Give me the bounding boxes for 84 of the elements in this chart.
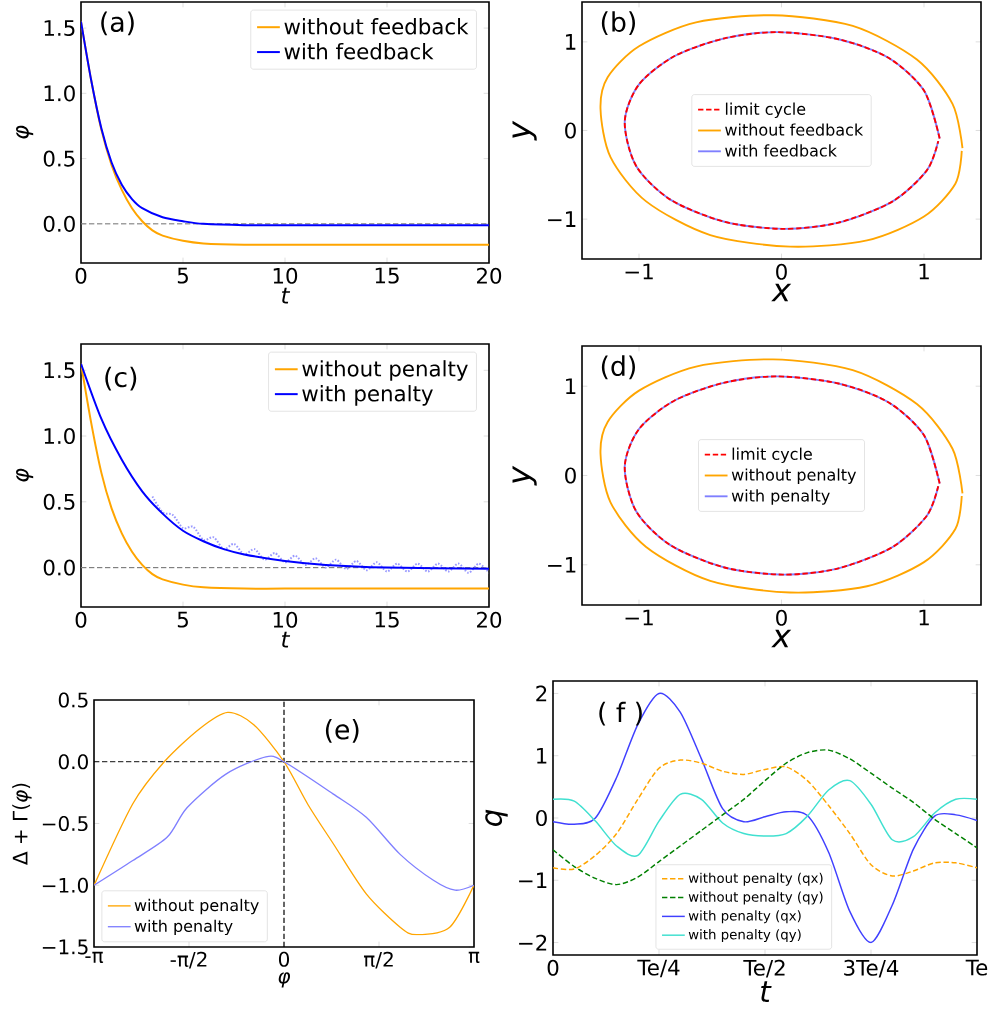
x-tick-label: π: [468, 951, 480, 964]
y-tick-label: −1.0: [42, 877, 88, 893]
y-tick-label: 1.0: [44, 85, 75, 102]
x-axis-title: t: [282, 287, 291, 304]
y-tick-label: −1: [519, 872, 547, 889]
y-axis-title: y: [512, 465, 537, 486]
y-tick-label: 2: [536, 685, 547, 702]
x-axis-title: t: [761, 981, 772, 1002]
legend-label: with feedback: [725, 144, 837, 157]
x-tick-label: 0: [776, 609, 787, 626]
legend-label: with feedback: [284, 42, 434, 60]
legend-label: limit cycle: [732, 447, 812, 464]
legend-label: limit cycle: [725, 102, 806, 119]
y-tick-label: 1: [566, 378, 576, 394]
x-tick-label: 15: [375, 267, 399, 284]
x-tick-label: Te: [965, 959, 988, 976]
x-tick-label: -π/2: [170, 951, 207, 969]
x-tick-label: 0: [278, 951, 290, 967]
x-tick-label: π/2: [363, 951, 393, 969]
y-axis-title: Δ + Γ(φ): [12, 783, 32, 865]
legend-label: without feedback: [725, 123, 864, 136]
legend-label: without penalty: [731, 468, 857, 484]
y-axis-title: φ: [16, 125, 34, 139]
y-tick-label: −2: [519, 934, 547, 951]
x-tick-label: 10: [273, 611, 298, 628]
x-tick-label: 10: [273, 267, 298, 284]
y-tick-label: 1.0: [44, 427, 75, 445]
x-tick-label: −1: [625, 263, 653, 280]
y-axis-title: y: [512, 120, 537, 141]
legend-label: with penalty (qy): [688, 929, 801, 943]
y-tick-label: −1: [548, 211, 576, 227]
y-tick-label: 0: [536, 809, 547, 827]
legend-label: without feedback: [284, 18, 469, 35]
x-tick-label: 1: [919, 263, 929, 280]
legend-label: with penalty (qx): [688, 910, 801, 924]
y-tick-label: 0.0: [43, 215, 75, 232]
legend-label: without penalty: [134, 898, 259, 915]
legend-label: without penalty: [302, 360, 468, 381]
y-tick-label: 0: [565, 467, 576, 484]
x-tick-label: 20: [477, 267, 502, 284]
y-tick-label: 1.5: [44, 362, 75, 379]
legend-label: without penalty (qy): [688, 891, 823, 905]
line-series: [94, 755, 475, 891]
y-tick-label: 1: [566, 34, 576, 50]
annotation: (d): [601, 355, 636, 380]
y-axis-title: q: [485, 809, 508, 826]
annotation: ( f ): [599, 701, 642, 726]
annotation: (c): [105, 366, 137, 391]
x-axis-title: t: [282, 631, 291, 648]
x-tick-label: 5: [177, 267, 188, 284]
y-axis-title: φ: [16, 468, 34, 482]
legend-label: with penalty: [134, 919, 233, 936]
x-tick-label: Te/4: [637, 959, 680, 978]
annotation: (b): [601, 11, 636, 36]
line-series: [553, 779, 977, 857]
y-tick-label: 1: [537, 747, 547, 764]
y-tick-label: 0.0: [43, 559, 75, 576]
x-tick-label: 0: [776, 263, 787, 280]
y-tick-label: 0.5: [43, 150, 75, 167]
line-series: [151, 495, 489, 574]
line-series: [94, 711, 475, 936]
y-tick-label: −1: [548, 557, 576, 573]
y-tick-label: 0: [565, 122, 576, 139]
legend-label: with penalty: [302, 385, 433, 406]
legend-label: with penalty: [731, 489, 830, 505]
x-axis-title: φ: [278, 972, 291, 988]
x-tick-label: 15: [375, 611, 399, 628]
x-tick-label: Te/2: [743, 959, 785, 978]
x-tick-label: 20: [477, 611, 502, 628]
x-tick-label: −1: [625, 609, 653, 626]
x-tick-label: 1: [919, 609, 929, 626]
annotation: (e): [325, 718, 359, 743]
x-axis-title: x: [771, 283, 792, 302]
legend-label: without penalty (qx): [688, 872, 823, 886]
y-tick-label: 0.5: [43, 493, 75, 510]
x-tick-label: 5: [177, 611, 188, 628]
y-tick-label: −0.5: [42, 815, 88, 832]
line-series: [553, 692, 977, 944]
y-tick-label: 0.0: [58, 754, 88, 770]
x-axis-title: x: [771, 629, 792, 648]
annotation: (a): [101, 11, 134, 36]
y-tick-label: 1.5: [44, 20, 75, 37]
x-tick-label: 3Te/4: [844, 959, 899, 978]
y-tick-label: 0.5: [58, 692, 88, 708]
